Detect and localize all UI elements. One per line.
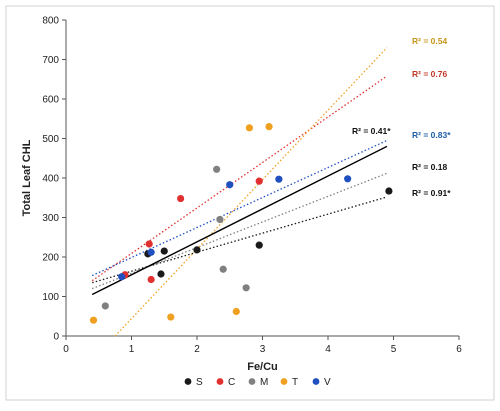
point-s (157, 270, 165, 278)
legend-label-s: S (196, 377, 203, 388)
x-tick-label: 2 (194, 344, 200, 355)
y-tick-label: 500 (42, 134, 59, 145)
r2-label-v: R² = 0.83* (412, 130, 451, 140)
r2-label-s: R² = 0.91* (412, 188, 451, 198)
point-v (275, 175, 283, 183)
axes: 0 100 200 300 400 500 600 700 800 0 1 2 3 4 5 6 Fe/Cu Tot… (21, 16, 462, 374)
point-t (265, 123, 273, 131)
x-tick-label: 6 (456, 344, 462, 355)
x-tick-label: 3 (260, 344, 266, 355)
x-tick-label: 5 (391, 344, 397, 355)
trendline-c (91, 75, 388, 282)
point-s (160, 247, 168, 255)
point-t (232, 307, 240, 316)
x-axis-title: Fe/Cu (247, 361, 278, 373)
point-s (255, 241, 263, 249)
trendline-v (91, 139, 388, 277)
y-tick-label: 200 (42, 253, 59, 264)
y-axis-title: Total Leaf CHL (21, 139, 33, 216)
y-tick-label: 400 (42, 174, 59, 185)
point-m (219, 265, 227, 273)
y-tick-label: 600 (42, 95, 59, 106)
point-v (118, 273, 126, 281)
point-m (101, 302, 109, 310)
legend-marker-m (248, 378, 256, 385)
legend-marker-c (216, 378, 224, 385)
x-tick-label: 1 (129, 344, 135, 355)
point-v (226, 181, 234, 189)
y-tick-label: 0 (53, 332, 59, 343)
point-t (89, 316, 98, 324)
legend-label-c: C (228, 377, 235, 388)
y-tick-label: 700 (42, 55, 59, 66)
r2-label-t: R² = 0.54 (412, 36, 447, 46)
point-t (167, 313, 175, 321)
legend-label-t: T (292, 377, 298, 388)
point-v (344, 175, 352, 183)
trendline-t (114, 47, 388, 337)
point-c (147, 275, 155, 284)
legend-marker-s (184, 378, 192, 385)
plot-frame (5, 5, 495, 401)
point-m (213, 165, 221, 173)
y-tick-label: 800 (42, 16, 59, 27)
data-points (89, 123, 393, 324)
y-tick-label: 300 (42, 213, 59, 224)
point-v (147, 248, 155, 256)
y-tick-label: 100 (42, 292, 59, 303)
r2-label-m: R² = 0.18 (412, 162, 447, 172)
x-tick-label: 4 (325, 344, 331, 355)
point-c (145, 240, 153, 248)
trendlines (91, 47, 388, 337)
legend-marker-t (280, 378, 288, 385)
legend-label-m: M (260, 377, 268, 388)
trendline-s (92, 196, 388, 284)
point-s (385, 187, 393, 195)
trendline-overall (91, 145, 388, 296)
r2-label-overall: R² = 0.41* (352, 126, 391, 136)
point-t (245, 124, 253, 132)
legend-label-v: V (324, 377, 331, 388)
point-s (193, 246, 201, 254)
legend-marker-v (312, 378, 320, 385)
r2-label-c: R² = 0.76 (412, 69, 447, 79)
r2-labels: R² = 0.54 R² = 0.76 R² = 0.41* R² = 0.83* R²… (352, 36, 451, 198)
point-m (216, 215, 224, 224)
x-tick-label: 0 (63, 344, 69, 355)
point-m (242, 284, 250, 292)
point-c (255, 177, 263, 185)
point-c (177, 194, 185, 203)
